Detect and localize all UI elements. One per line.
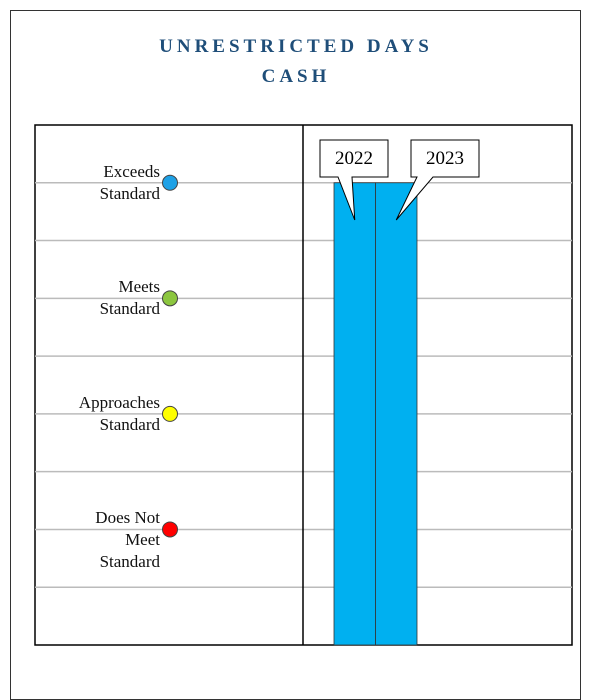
chart-title: UNRESTRICTED DAYS CASH [159,36,433,87]
callout-label: 2023 [426,148,464,169]
level-dot [162,405,178,422]
level-label: Exceeds Standard [99,161,160,203]
level-label: Does Not Meet Standard [95,508,160,572]
level-dot [162,521,178,538]
level-label: Meets Standard [99,277,160,319]
callout [319,139,389,221]
callout [395,139,480,221]
bar [375,182,418,646]
bar [333,182,376,646]
level-label: Approaches Standard [78,392,160,434]
level-dot [162,290,178,307]
level-dot [162,174,178,191]
callout-label: 2022 [335,148,373,169]
